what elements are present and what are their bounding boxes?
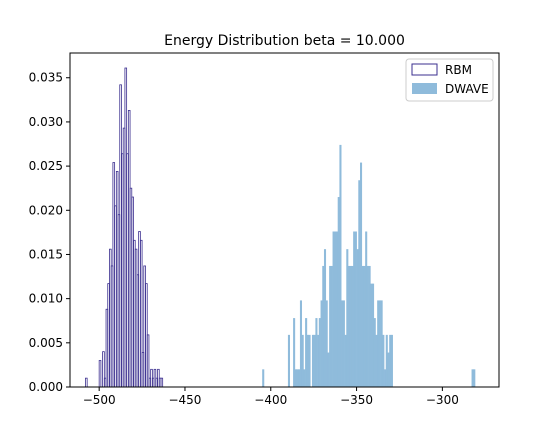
dwave-bar [354, 231, 357, 387]
dwave-bar [293, 318, 296, 387]
y-tick-label: 0.025 [29, 159, 63, 173]
dwave-bar [334, 231, 337, 387]
dwave-bar [347, 265, 351, 387]
dwave-bar [301, 334, 304, 387]
dwave-bar [296, 369, 299, 387]
dwave-bar [287, 334, 290, 387]
dwave-bar [317, 334, 320, 387]
dwave-bar [372, 283, 375, 387]
x-tick-label: −400 [254, 393, 287, 407]
dwave-bar [311, 334, 315, 387]
dwave-bar [327, 352, 330, 387]
dwave-bar [375, 334, 378, 387]
y-tick-label: 0.030 [29, 115, 63, 129]
dwave-bar [322, 265, 325, 387]
dwave-bar [349, 265, 352, 387]
dwave-bar [313, 334, 316, 387]
dwave-bar [363, 265, 366, 387]
dwave-bar [473, 369, 476, 387]
y-tick-label: 0.010 [29, 292, 63, 306]
legend: RBM DWAVE [405, 58, 494, 102]
dwave-bar [353, 231, 356, 387]
y-tick-label: 0.000 [29, 380, 63, 394]
dwave-bar [308, 334, 311, 387]
dwave-bar [342, 300, 345, 387]
legend-rbm-swatch [411, 63, 438, 76]
dwave-bar [306, 334, 309, 387]
dwave-bar [305, 318, 308, 387]
dwave-bar [298, 369, 301, 387]
dwave-bar [390, 334, 393, 387]
dwave-bar [370, 283, 373, 387]
dwave-bar [378, 300, 381, 387]
dwave-bar [344, 334, 347, 387]
dwave-bar [299, 300, 303, 387]
legend-dwave-label: DWAVE [445, 82, 489, 96]
dwave-bar [471, 369, 474, 387]
dwave-bar [385, 334, 388, 387]
dwave-bar [382, 334, 385, 387]
y-tick-label: 0.005 [29, 336, 63, 350]
dwave-bar [318, 318, 321, 387]
x-tick-label: −500 [83, 393, 116, 407]
dwave-bar [389, 334, 392, 387]
dwave-bar [368, 265, 371, 387]
legend-rbm-label: RBM [445, 63, 472, 77]
dwave-bar [358, 180, 361, 387]
dwave-bar [325, 300, 328, 387]
dwave-bar [360, 162, 363, 387]
x-tick-label: −350 [340, 393, 373, 407]
plot-frame [69, 52, 500, 388]
x-axis: −500 −450 −400 −350 −300 [83, 387, 459, 407]
dwave-bar [380, 300, 383, 387]
dwave-bar [377, 300, 380, 387]
dwave-bar [320, 300, 323, 387]
chart-title: Energy Distribution beta = 10.000 [164, 33, 405, 49]
x-tick-label: −450 [168, 393, 201, 407]
dwave-bar [365, 231, 368, 387]
dwave-bar [346, 249, 349, 387]
y-tick-label: 0.035 [29, 71, 63, 85]
dwave-bar [262, 369, 265, 387]
dwave-bar [337, 197, 340, 387]
dwave-series [262, 144, 476, 387]
dwave-bar [323, 249, 327, 387]
dwave-bar [373, 318, 376, 387]
dwave-bar [341, 300, 344, 387]
dwave-bar [315, 318, 318, 387]
y-tick-label: 0.020 [29, 203, 63, 217]
dwave-bar [303, 369, 306, 387]
dwave-bar [384, 369, 387, 387]
dwave-bar [351, 265, 354, 387]
legend-dwave-swatch [412, 83, 437, 94]
dwave-bar [366, 265, 369, 387]
dwave-bar [329, 265, 332, 387]
dwave-bar [335, 231, 339, 387]
y-tick-label: 0.015 [29, 247, 63, 261]
dwave-bar [294, 369, 297, 387]
dwave-bar [387, 352, 390, 387]
dwave-bar [361, 265, 364, 387]
dwave-bar [332, 231, 335, 387]
dwave-bar [339, 144, 342, 387]
dwave-bar [356, 249, 359, 387]
x-tick-label: −300 [426, 393, 459, 407]
dwave-bar [330, 265, 333, 387]
y-axis: 0.000 0.005 0.010 0.015 0.020 0.025 0.030 0.035 [29, 71, 70, 394]
